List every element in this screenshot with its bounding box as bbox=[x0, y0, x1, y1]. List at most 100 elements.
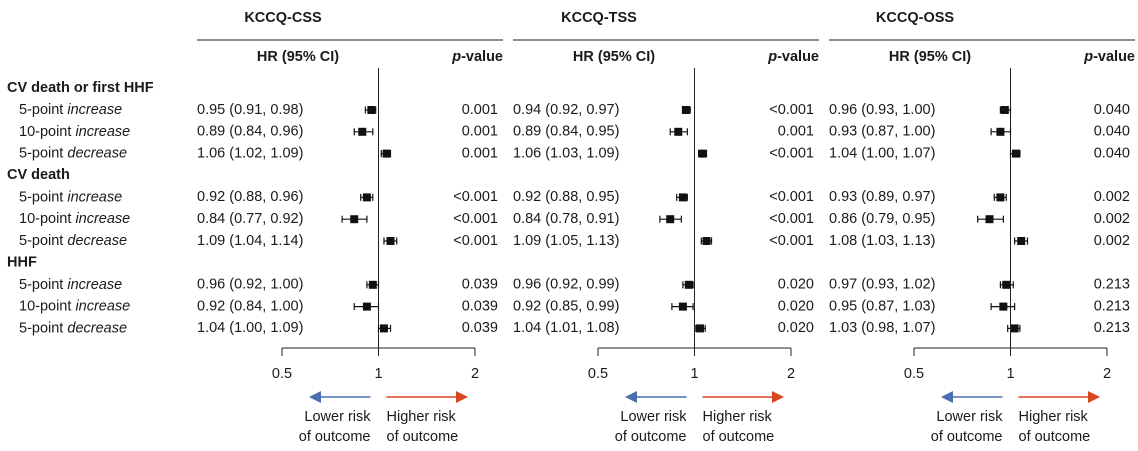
column-header: p-value bbox=[451, 49, 503, 65]
p-value: 0.039 bbox=[462, 277, 498, 293]
hr-marker bbox=[695, 324, 704, 333]
group-label: HHF bbox=[7, 255, 37, 271]
p-value: 0.039 bbox=[462, 320, 498, 336]
lower-risk-label: Lower risk bbox=[304, 409, 371, 425]
hr-ci-label: 0.92 (0.85, 0.99) bbox=[513, 298, 619, 314]
hr-ci-label: 0.92 (0.88, 0.96) bbox=[197, 189, 303, 205]
group-label: CV death or first HHF bbox=[7, 80, 154, 96]
x-tick-label: 2 bbox=[787, 366, 795, 382]
hr-marker bbox=[674, 127, 683, 136]
hr-ci-label: 0.96 (0.92, 1.00) bbox=[197, 277, 303, 293]
hr-marker bbox=[666, 215, 675, 224]
x-tick-label: 2 bbox=[1103, 366, 1111, 382]
p-value: <0.001 bbox=[769, 102, 814, 118]
hr-marker bbox=[379, 324, 388, 333]
hr-marker bbox=[684, 280, 693, 289]
hr-marker bbox=[1010, 324, 1019, 333]
p-value: <0.001 bbox=[453, 211, 498, 227]
panel-title: KCCQ-TSS bbox=[561, 10, 637, 26]
p-value: 0.040 bbox=[1094, 124, 1130, 140]
x-tick-label: 0.5 bbox=[272, 366, 292, 382]
p-value: <0.001 bbox=[769, 233, 814, 249]
hr-marker bbox=[358, 127, 367, 136]
higher-risk-label: Higher risk bbox=[1019, 409, 1089, 425]
hr-ci-label: 0.96 (0.93, 1.00) bbox=[829, 102, 935, 118]
p-value: <0.001 bbox=[453, 233, 498, 249]
hr-marker bbox=[382, 149, 391, 158]
hr-marker bbox=[996, 127, 1005, 136]
column-header: p-value bbox=[767, 49, 819, 65]
hr-marker bbox=[386, 237, 395, 245]
hr-ci-label: 0.92 (0.84, 1.00) bbox=[197, 298, 303, 314]
x-tick-label: 0.5 bbox=[588, 366, 608, 382]
hr-ci-label: 0.84 (0.78, 0.91) bbox=[513, 211, 619, 227]
hr-marker bbox=[368, 280, 377, 289]
hr-ci-label: 1.09 (1.04, 1.14) bbox=[197, 233, 303, 249]
row-label: 10-point increase bbox=[19, 124, 130, 140]
row-label: 5-point increase bbox=[19, 189, 122, 205]
p-value: <0.001 bbox=[769, 211, 814, 227]
lower-risk-label: of outcome bbox=[615, 429, 687, 445]
hr-ci-label: 0.95 (0.87, 1.03) bbox=[829, 298, 935, 314]
p-value: 0.020 bbox=[778, 320, 814, 336]
higher-risk-label: Higher risk bbox=[703, 409, 773, 425]
row-label: 10-point increase bbox=[19, 211, 130, 227]
p-value: 0.040 bbox=[1094, 102, 1130, 118]
group-label: CV death bbox=[7, 167, 70, 183]
row-label: 5-point decrease bbox=[19, 145, 127, 161]
p-value: 0.039 bbox=[462, 298, 498, 314]
p-value: 0.020 bbox=[778, 298, 814, 314]
row-label: 10-point increase bbox=[19, 298, 130, 314]
higher-risk-label: of outcome bbox=[1019, 429, 1091, 445]
column-header: HR (95% CI) bbox=[889, 49, 971, 65]
hr-ci-label: 1.04 (1.01, 1.08) bbox=[513, 320, 619, 336]
hr-marker bbox=[350, 215, 359, 224]
row-label: 5-point increase bbox=[19, 277, 122, 293]
hr-ci-label: 0.93 (0.87, 1.00) bbox=[829, 124, 935, 140]
hr-ci-label: 0.97 (0.93, 1.02) bbox=[829, 277, 935, 293]
p-value: 0.002 bbox=[1094, 233, 1130, 249]
lower-risk-label: of outcome bbox=[931, 429, 1003, 445]
p-value: 0.213 bbox=[1094, 320, 1130, 336]
p-value: 0.020 bbox=[778, 277, 814, 293]
hr-marker bbox=[362, 193, 371, 202]
column-header: HR (95% CI) bbox=[257, 49, 339, 65]
higher-risk-label: of outcome bbox=[703, 429, 775, 445]
panel-title: KCCQ-CSS bbox=[244, 10, 322, 26]
hr-ci-label: 0.86 (0.79, 0.95) bbox=[829, 211, 935, 227]
hr-marker bbox=[1017, 237, 1026, 245]
hr-marker bbox=[678, 302, 687, 311]
hr-ci-label: 0.94 (0.92, 0.97) bbox=[513, 102, 619, 118]
hr-ci-label: 1.04 (1.00, 1.07) bbox=[829, 145, 935, 161]
p-value: 0.213 bbox=[1094, 298, 1130, 314]
p-value: <0.001 bbox=[769, 189, 814, 205]
x-tick-label: 2 bbox=[471, 366, 479, 382]
p-value: 0.001 bbox=[462, 102, 498, 118]
x-tick-label: 1 bbox=[374, 366, 382, 382]
lower-risk-label: of outcome bbox=[299, 429, 371, 445]
hr-ci-label: 0.89 (0.84, 0.95) bbox=[513, 124, 619, 140]
column-header: p-value bbox=[1083, 49, 1135, 65]
hr-ci-label: 0.95 (0.91, 0.98) bbox=[197, 102, 303, 118]
hr-ci-label: 1.04 (1.00, 1.09) bbox=[197, 320, 303, 336]
p-value: 0.040 bbox=[1094, 145, 1130, 161]
hr-ci-label: 0.84 (0.77, 0.92) bbox=[197, 211, 303, 227]
x-tick-label: 0.5 bbox=[904, 366, 924, 382]
hr-ci-label: 1.09 (1.05, 1.13) bbox=[513, 233, 619, 249]
hr-marker bbox=[681, 106, 690, 114]
hr-marker bbox=[678, 193, 687, 202]
hr-marker bbox=[702, 237, 711, 245]
row-label: 5-point decrease bbox=[19, 320, 127, 336]
hr-marker bbox=[1011, 149, 1020, 158]
hr-marker bbox=[999, 302, 1008, 311]
higher-risk-label: of outcome bbox=[387, 429, 459, 445]
p-value: 0.213 bbox=[1094, 277, 1130, 293]
lower-risk-label: Lower risk bbox=[620, 409, 687, 425]
column-header: HR (95% CI) bbox=[573, 49, 655, 65]
hr-ci-label: 1.06 (1.02, 1.09) bbox=[197, 145, 303, 161]
p-value: 0.002 bbox=[1094, 189, 1130, 205]
hr-ci-label: 0.93 (0.89, 0.97) bbox=[829, 189, 935, 205]
hr-marker bbox=[1002, 280, 1011, 289]
hr-marker bbox=[367, 106, 376, 114]
